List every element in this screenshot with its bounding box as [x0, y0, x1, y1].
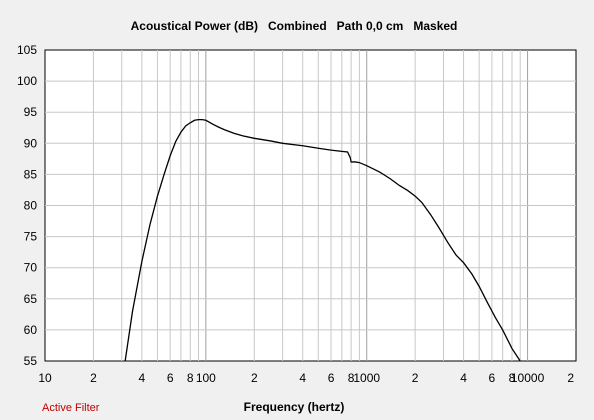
- y-tick-label: 100: [17, 74, 37, 88]
- x-tick-label: 4: [460, 371, 467, 385]
- x-tick-label: 6: [167, 371, 174, 385]
- y-axis-ticks: 55 60 65 70 75 80 85 90 95 100 105: [17, 43, 37, 368]
- y-tick-label: 80: [24, 199, 38, 213]
- x-tick-label: 2: [567, 371, 574, 385]
- x-tick-label: 2: [90, 371, 97, 385]
- y-tick-label: 95: [24, 105, 38, 119]
- x-tick-label: 2: [412, 371, 419, 385]
- grid-lines: [45, 50, 576, 361]
- x-tick-label: 4: [299, 371, 306, 385]
- x-tick-label: 6: [489, 371, 496, 385]
- x-tick-label: 4: [139, 371, 146, 385]
- y-tick-label: 90: [24, 136, 38, 150]
- y-tick-label: 70: [24, 261, 38, 275]
- power-response-curve: [124, 119, 521, 362]
- x-tick-label: 6: [328, 371, 335, 385]
- x-tick-label: 8: [187, 371, 194, 385]
- x-tick-label: 1000: [353, 371, 380, 385]
- y-tick-label: 85: [24, 167, 38, 181]
- y-tick-label: 55: [24, 354, 38, 368]
- x-tick-label: 10000: [511, 371, 545, 385]
- y-tick-label: 75: [24, 230, 38, 244]
- x-tick-label: 2: [251, 371, 258, 385]
- y-tick-label: 60: [24, 323, 38, 337]
- chart-title: Acoustical Power (dB) Combined Path 0,0 …: [131, 19, 458, 33]
- x-tick-label: 100: [196, 371, 216, 385]
- active-filter-status[interactable]: Active Filter: [42, 402, 100, 414]
- y-tick-label: 105: [17, 43, 37, 57]
- x-tick-label: 8: [348, 371, 355, 385]
- y-tick-label: 65: [24, 292, 38, 306]
- x-tick-label: 8: [509, 371, 516, 385]
- x-tick-label: 10: [38, 371, 52, 385]
- x-axis-label: Frequency (hertz): [244, 400, 345, 414]
